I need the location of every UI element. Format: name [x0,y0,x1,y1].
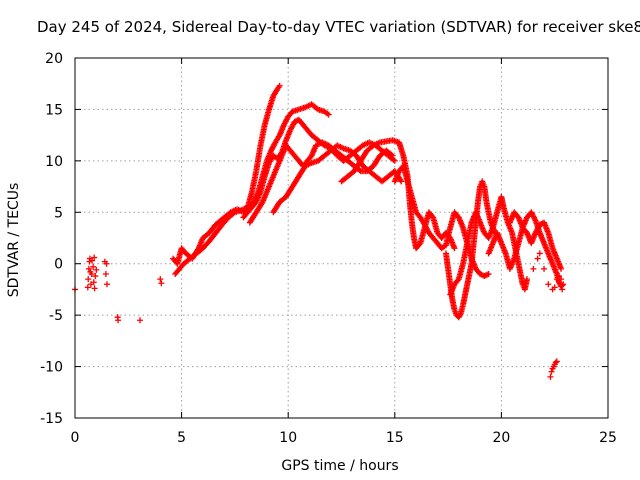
x-tick-label: 20 [492,430,510,446]
y-tick-label: -10 [40,360,63,376]
y-tick-labels: -15 -10 -5 0 5 10 15 20 [40,51,63,427]
y-tick-label: 10 [45,154,63,170]
data-point [88,271,95,277]
x-tick-label: 25 [599,430,617,446]
chart-title: Day 245 of 2024, Sidereal Day-to-day VTE… [37,18,640,36]
data-point [451,245,458,252]
x-tick-label: 15 [386,430,404,446]
data-point [555,273,562,280]
data-point [545,281,552,288]
y-axis-label: SDTVAR / TECUs [6,183,22,298]
axis-ticks [74,57,609,419]
data-point [325,111,332,118]
x-tick-labels: 0 5 10 15 20 25 [71,430,617,446]
data-point [115,317,122,324]
data-point [389,152,396,159]
data-point [388,151,395,158]
data-point [551,284,558,291]
data-point [102,271,109,277]
x-tick-label: 10 [279,430,297,446]
y-tick-label: 5 [54,205,63,221]
data-point [137,317,144,324]
data-point [93,266,100,273]
x-tick-label: 5 [177,430,186,446]
data-point [536,250,543,257]
y-tick-label: 0 [54,257,63,273]
data-point [391,157,398,164]
data-point [559,286,566,293]
data-point [530,265,537,272]
data-point [85,276,92,283]
data-point [157,276,164,283]
x-axis-label: GPS time / hours [281,458,398,474]
y-tick-label: 15 [45,102,63,118]
data-point [89,257,96,264]
data-point [523,276,530,283]
data-point [560,281,567,288]
grid-lines [75,58,608,418]
y-tick-label: -15 [40,411,63,427]
data-point [553,358,560,365]
data-point [547,373,554,380]
data-point [85,265,92,272]
data-point [548,368,555,375]
data-point [558,276,565,283]
data-point [158,280,165,287]
data-point [91,285,98,292]
data-point [90,263,97,270]
data-point [84,284,91,291]
data-point [90,279,97,286]
data-point [398,178,405,185]
plot-frame [74,57,609,419]
data-point [276,82,283,89]
y-tick-label: 20 [45,51,63,67]
data-point [91,254,98,261]
data-point [558,265,565,272]
data-point [541,265,548,272]
y-tick-label: -5 [49,308,63,324]
data-point [103,260,110,267]
data-point [485,271,492,277]
data-point [534,255,541,262]
data-points [72,82,567,380]
data-point [103,281,110,288]
data-point [92,273,99,280]
data-point [390,156,397,163]
data-point [552,359,559,366]
x-tick-label: 0 [71,430,80,446]
